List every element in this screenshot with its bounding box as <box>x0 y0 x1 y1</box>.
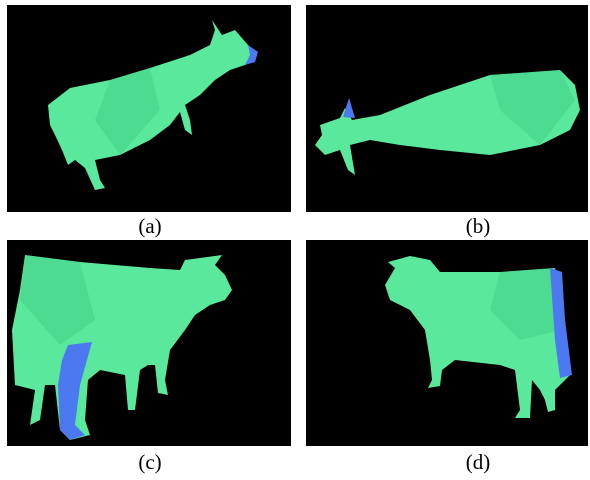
figure: (a) (b) (c) (d) <box>0 0 590 480</box>
panel-label: (a) <box>138 214 161 238</box>
panel-label: (d) <box>466 450 491 474</box>
panel-label: (b) <box>466 214 491 238</box>
panel-label: (c) <box>138 450 161 474</box>
